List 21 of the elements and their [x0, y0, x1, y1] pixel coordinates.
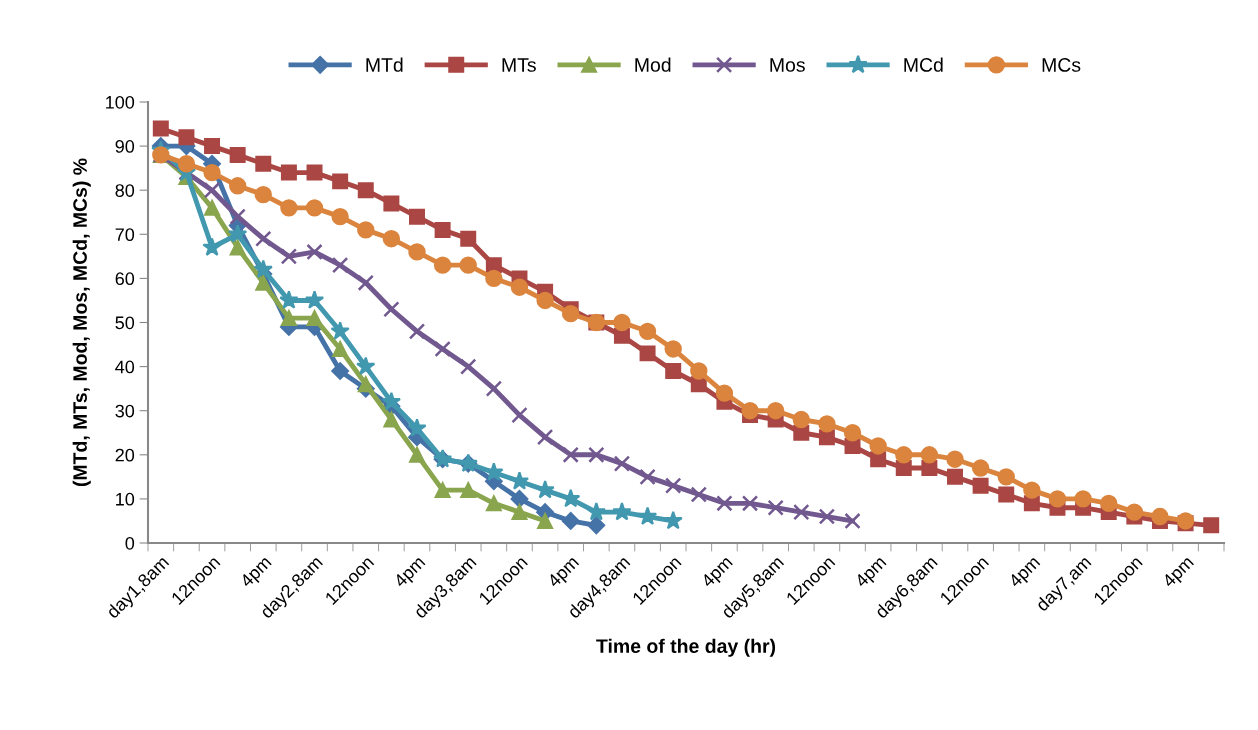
x-tick-label: 4pm [1007, 555, 1043, 591]
y-tick-label: 70 [115, 228, 135, 242]
y-tick-label: 100 [106, 95, 135, 109]
x-axis-title: Time of the day (hr) [596, 638, 776, 657]
y-tick-label: 40 [115, 360, 135, 374]
y-tick-label: 30 [115, 404, 135, 418]
y-tick-label: 80 [115, 184, 135, 197]
legend-label: Mod [635, 57, 671, 72]
legend-label: MCd [904, 57, 943, 72]
y-axis-title: (MTd, MTs, Mod, Mos, MCd, MCs) % [72, 158, 91, 487]
legend-label: Mos [770, 58, 805, 72]
y-tick-label: 0 [125, 536, 135, 550]
x-tick-label: 4pm [1161, 555, 1197, 591]
legend-label: MTs [502, 58, 536, 72]
y-tick-label: 10 [116, 492, 135, 506]
y-tick-label: 20 [115, 448, 135, 462]
y-tick-label: 60 [115, 272, 135, 286]
y-tick-label: 90 [115, 140, 135, 153]
legend-label: MCs [1042, 58, 1081, 72]
legend-label: MTd [366, 57, 403, 72]
y-tick-label: 50 [115, 316, 135, 330]
